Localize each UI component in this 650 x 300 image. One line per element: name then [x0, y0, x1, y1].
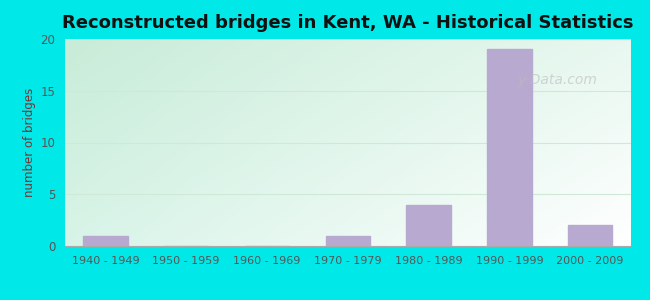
- Bar: [568, 225, 612, 246]
- Title: Reconstructed bridges in Kent, WA - Historical Statistics: Reconstructed bridges in Kent, WA - Hist…: [62, 14, 634, 32]
- Bar: [487, 49, 532, 246]
- Bar: [83, 236, 127, 246]
- Y-axis label: number of bridges: number of bridges: [23, 88, 36, 197]
- Text: y-Data.com: y-Data.com: [517, 74, 597, 87]
- Bar: [326, 236, 370, 246]
- Bar: [406, 205, 450, 246]
